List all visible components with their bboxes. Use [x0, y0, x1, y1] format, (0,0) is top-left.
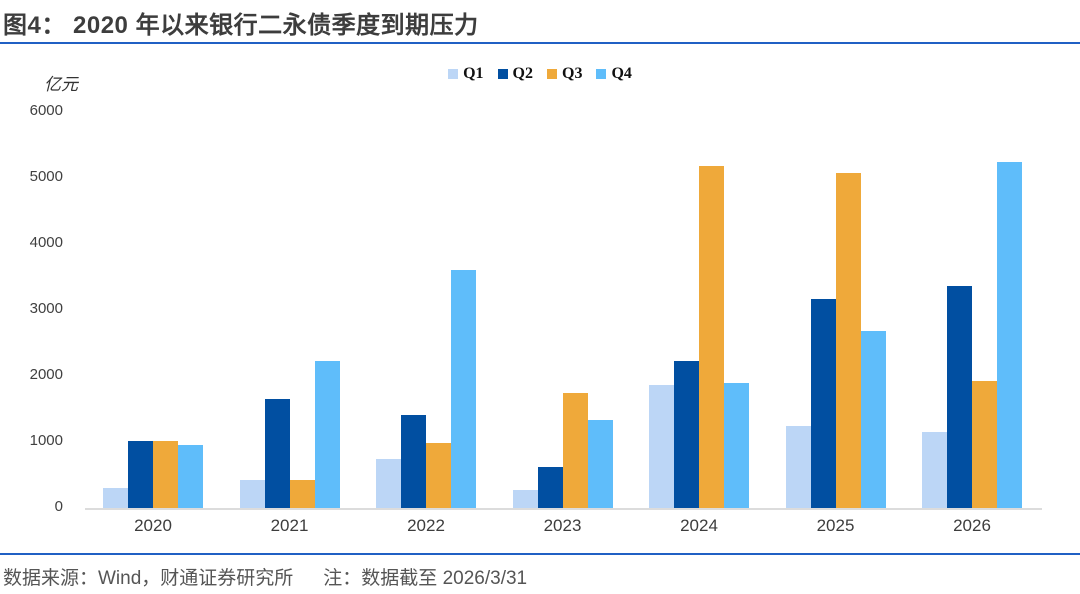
bar-group-2022: [376, 112, 476, 508]
x-tick-2024: 2024: [680, 516, 718, 535]
bar-2020-q1: [103, 488, 128, 508]
bar-2025-q4: [860, 331, 886, 508]
bar-group-2020: [103, 112, 203, 508]
data-note-text: 注：数据截至 2026/3/31: [323, 568, 528, 589]
x-tick-2021: 2021: [270, 516, 309, 535]
data-source-text: 数据来源：Wind，财通证券研究所: [3, 568, 294, 589]
y-tick-6000: 6000: [29, 102, 63, 119]
legend-swatch-q4: [596, 69, 607, 79]
legend-item-q1: Q1: [448, 65, 484, 82]
legend-swatch-q3: [547, 69, 557, 79]
bar-group-2025: [785, 112, 886, 508]
footer-divider: [0, 553, 1080, 555]
bar-2024-q4: [724, 383, 749, 508]
y-tick-2000: 2000: [29, 366, 63, 383]
legend-label-q3: Q3: [562, 65, 583, 82]
bar-2026-q4: [997, 161, 1022, 508]
bar-2020-q2: [128, 440, 153, 508]
bar-group-2024: [649, 112, 749, 508]
legend-label-q2: Q2: [512, 65, 533, 82]
figure-title: 图4： 2020 年以来银行二永债季度到期压力: [3, 12, 479, 39]
legend-swatch-q1: [448, 69, 459, 79]
bar-2026-q1: [922, 432, 947, 508]
x-tick-2020: 2020: [134, 516, 172, 535]
y-tick-5000: 5000: [29, 168, 63, 185]
title-divider: [0, 42, 1080, 44]
bar-2023-q4: [587, 420, 613, 508]
bar-2024-q3: [699, 166, 724, 508]
x-axis-line: [85, 508, 1042, 510]
y-tick-1000: 1000: [29, 432, 63, 449]
bar-2025-q3: [835, 173, 861, 508]
bar-2023-q1: [512, 489, 538, 508]
footer: 数据来源：Wind，财通证券研究所 注：数据截至 2026/3/31: [3, 563, 527, 590]
bar-2024-q1: [649, 384, 674, 508]
bar-2021-q2: [264, 399, 290, 508]
y-tick-0: 0: [54, 498, 63, 515]
bar-2026-q2: [947, 286, 972, 508]
legend-swatch-q2: [497, 69, 508, 79]
bar-2021-q4: [314, 360, 340, 508]
legend-item-q4: Q4: [596, 65, 632, 82]
legend-label-q4: Q4: [611, 65, 632, 82]
bar-2022-q2: [401, 414, 426, 508]
x-tick-2026: 2026: [953, 516, 991, 535]
bar-2025-q2: [810, 298, 836, 508]
bar-2020-q4: [178, 445, 203, 508]
x-tick-2023: 2023: [543, 516, 582, 535]
bar-group-2021: [239, 112, 340, 508]
bar-2024-q2: [674, 360, 699, 508]
y-tick-3000: 3000: [29, 300, 63, 317]
bar-2023-q2: [537, 467, 563, 508]
x-tick-2022: 2022: [407, 516, 445, 535]
x-tick-2025: 2025: [816, 516, 855, 535]
bar-2023-q3: [562, 392, 588, 508]
bar-2022-q1: [376, 459, 401, 508]
bar-2022-q4: [451, 270, 476, 508]
bar-2026-q3: [972, 380, 997, 508]
chart-legend: Q1 Q2 Q3 Q4: [0, 66, 1080, 82]
y-tick-4000: 4000: [29, 234, 63, 251]
bar-2025-q1: [785, 425, 811, 508]
y-axis-unit-label: 亿元: [44, 75, 78, 94]
bar-2021-q1: [239, 479, 265, 508]
bar-2020-q3: [153, 440, 178, 508]
bar-2021-q3: [289, 479, 315, 508]
legend-item-q2: Q2: [497, 65, 533, 82]
legend-label-q1: Q1: [463, 65, 484, 82]
legend-item-q3: Q3: [547, 66, 582, 82]
bar-group-2023: [512, 112, 613, 508]
bar-2022-q3: [426, 442, 451, 508]
bar-group-2026: [922, 112, 1022, 508]
